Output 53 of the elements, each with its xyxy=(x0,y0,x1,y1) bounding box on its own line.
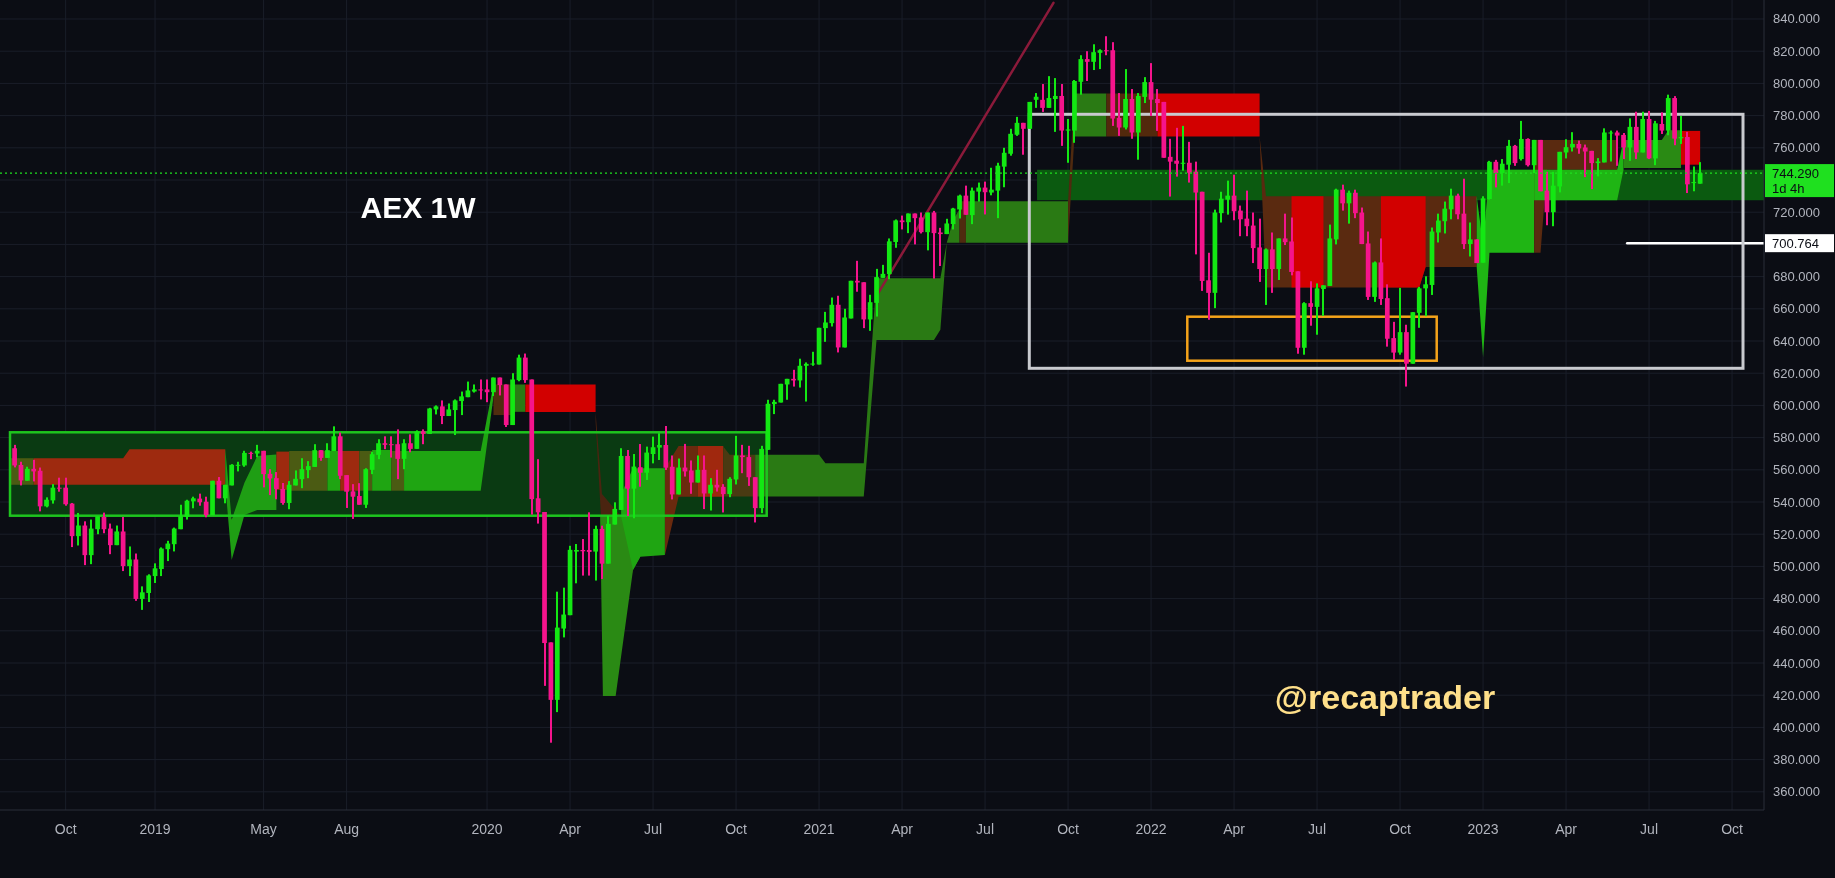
x-tick-label: Jul xyxy=(644,821,663,837)
x-tick-label: Oct xyxy=(1057,821,1080,837)
y-tick-label: 840.000 xyxy=(1773,11,1820,27)
y-tick-label: 520.000 xyxy=(1773,526,1820,542)
x-tick-label: 2022 xyxy=(1135,821,1167,837)
x-tick-label: Apr xyxy=(1555,821,1578,837)
candlestick xyxy=(586,512,592,576)
y-tick-label: 620.000 xyxy=(1773,365,1820,381)
y-tick-label: 420.000 xyxy=(1773,687,1820,703)
x-tick-label: Jul xyxy=(976,821,995,837)
x-tick-label: Oct xyxy=(1389,821,1412,837)
y-tick-label: 800.000 xyxy=(1773,75,1820,91)
x-tick-label: Apr xyxy=(559,821,582,837)
x-tick-label: Oct xyxy=(725,821,748,837)
y-tick-label: 480.000 xyxy=(1773,591,1820,607)
y-tick-label: 600.000 xyxy=(1773,397,1820,413)
y-tick-label: 780.000 xyxy=(1773,108,1820,124)
candlestick xyxy=(1084,51,1090,81)
y-tick-label: 440.000 xyxy=(1773,655,1820,671)
candlestick xyxy=(1065,118,1071,163)
x-tick-label: May xyxy=(250,821,277,837)
y-tick-label: 820.000 xyxy=(1773,43,1820,59)
y-tick-label: 360.000 xyxy=(1773,784,1820,800)
candlestick xyxy=(1423,276,1428,317)
y-tick-label: 760.000 xyxy=(1773,140,1820,156)
x-tick-label: Apr xyxy=(891,821,914,837)
candlestick xyxy=(938,227,943,266)
x-tick-label: Jul xyxy=(1308,821,1327,837)
x-tick-label: Oct xyxy=(1721,821,1744,837)
y-tick-label: 460.000 xyxy=(1773,623,1820,639)
x-tick-label: 2021 xyxy=(803,821,835,837)
y-tick-label: 380.000 xyxy=(1773,752,1820,768)
y-tick-label: 720.000 xyxy=(1773,204,1820,220)
candlestick xyxy=(657,433,662,460)
x-tick-label: Jul xyxy=(1640,821,1659,837)
annotation: @recaptrader xyxy=(1274,678,1496,716)
y-tick-label: 680.000 xyxy=(1773,269,1820,285)
y-tick-label: 560.000 xyxy=(1773,462,1820,478)
y-tick-label: 580.000 xyxy=(1773,430,1820,446)
y-tick-label: 660.000 xyxy=(1773,301,1820,317)
y-tick-label: 540.000 xyxy=(1773,494,1820,510)
x-tick-label: Apr xyxy=(1223,821,1246,837)
x-tick-label: 2019 xyxy=(139,821,171,837)
x-tick-label: 2023 xyxy=(1467,821,1499,837)
x-tick-label: Aug xyxy=(334,821,360,837)
ref-line-label: 744.290 1d 4h xyxy=(1772,165,1819,196)
y-tick-label: 500.000 xyxy=(1773,558,1820,574)
y-tick-label: 640.000 xyxy=(1773,333,1820,349)
data-label: 700.764 xyxy=(1772,235,1819,251)
y-tick-label: 400.000 xyxy=(1773,719,1820,735)
x-tick-label: 2020 xyxy=(471,821,503,837)
x-tick-label: Oct xyxy=(54,821,77,837)
text: AEX 1W xyxy=(360,190,477,224)
